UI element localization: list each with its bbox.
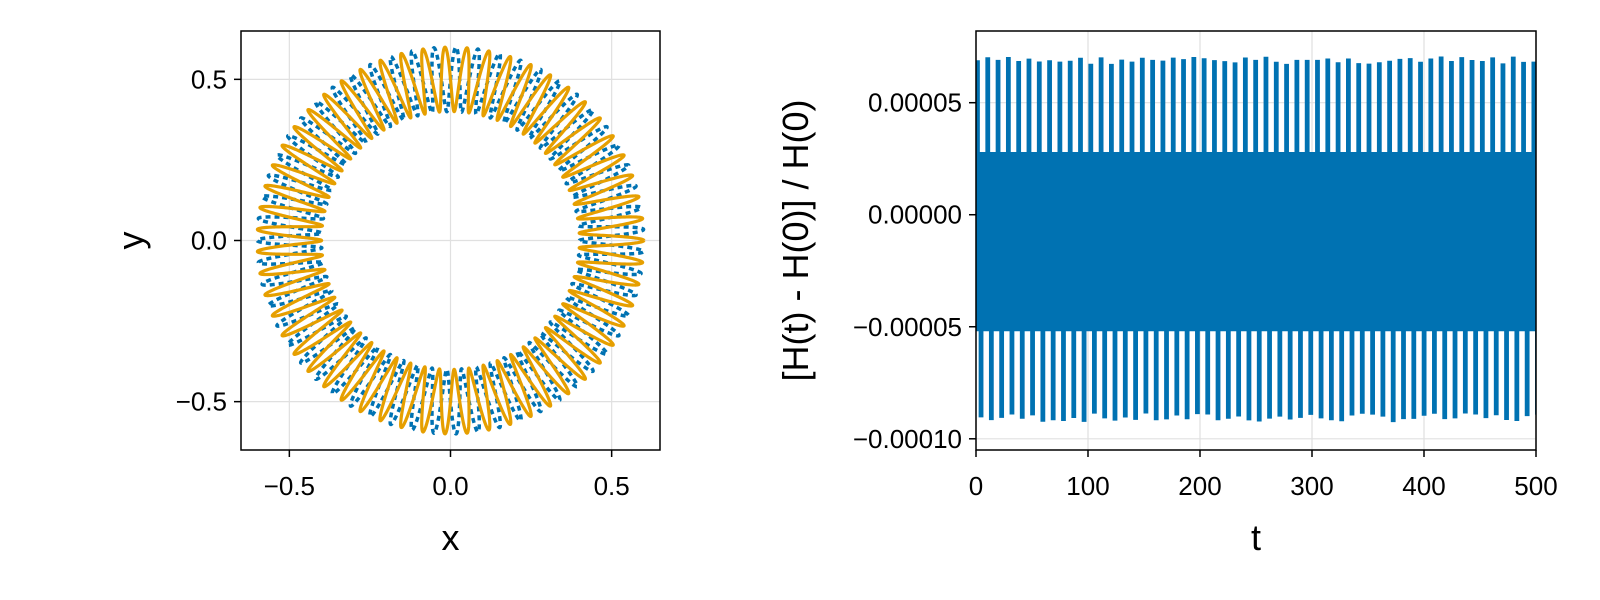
energy-plot: 0 100 200 300 400 500 0.00005 0.00000 −0.00005 −0… [775,30,1558,558]
energy-x-tick-label: 500 [1514,471,1557,501]
orbit-y-tick-label: 0.5 [191,64,227,94]
energy-ticks: 0 100 200 300 400 500 0.00005 0.00000 −0.00005 −0… [853,88,1558,501]
energy-x-tick-label: 300 [1290,471,1333,501]
energy-y-tick-label: 0.00000 [868,200,962,230]
orbit-y-tick-label: −0.5 [176,387,227,417]
energy-x-tick-label: 0 [969,471,983,501]
orbit-x-axis-label: x [442,517,460,558]
orbit-x-tick-label: 0.0 [432,471,468,501]
orbit-plot: −0.5 0.0 0.5 −0.5 0.0 0.5 x y [110,30,661,558]
orbit-series [255,45,646,436]
energy-series-line [976,56,1536,423]
orbit-series-line [255,45,646,436]
orbit-x-tick-label: −0.5 [264,471,315,501]
energy-x-tick-label: 400 [1402,471,1445,501]
orbit-y-tick-label: 0.0 [191,226,227,256]
orbit-y-axis-label: y [110,232,151,250]
energy-x-axis-label: t [1251,517,1261,558]
energy-y-tick-label: 0.00005 [868,88,962,118]
energy-x-tick-label: 100 [1066,471,1109,501]
energy-y-axis-label: [H(t) - H(0)] / H(0) [775,100,816,382]
energy-frame [975,30,1537,451]
energy-series [976,56,1536,423]
energy-y-tick-label: −0.00005 [853,312,962,342]
energy-y-tick-label: −0.00010 [853,424,962,454]
energy-x-tick-label: 200 [1178,471,1221,501]
orbit-ticks: −0.5 0.0 0.5 −0.5 0.0 0.5 [176,64,630,501]
orbit-series-line [255,45,646,436]
orbit-x-tick-label: 0.5 [594,471,630,501]
